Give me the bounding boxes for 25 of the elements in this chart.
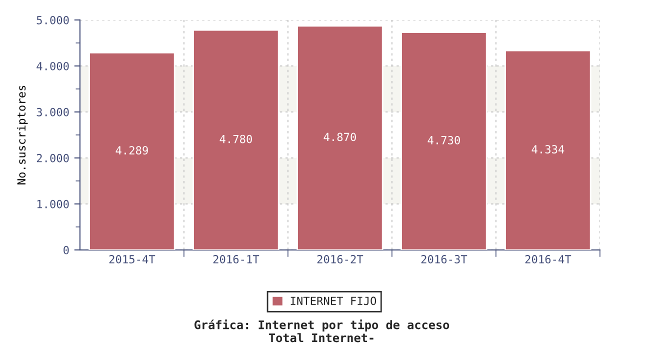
bar	[504, 50, 592, 250]
bar	[88, 52, 176, 250]
text: 4.870	[324, 132, 356, 142]
x-tick-label: 2016-3T	[421, 255, 468, 264]
x-tick-label: 2015-4T	[109, 255, 156, 264]
text: Gráfica: Internet por tipo de acceso	[194, 319, 450, 332]
x-tick-label: 2016-4T	[525, 255, 572, 264]
text: 4.334	[532, 145, 564, 154]
bar	[192, 29, 280, 250]
y-tick-label: 4.000	[36, 62, 69, 70]
y-axis-title: No.suscriptores	[17, 86, 28, 184]
legend-label: INTERNET FIJO	[290, 296, 376, 306]
y-tick-label: 1.000	[37, 200, 69, 208]
y-tick-label: 0	[64, 246, 69, 254]
text: 4.289	[116, 146, 148, 155]
text: 4.780	[220, 134, 252, 144]
y-tick-label: 5.000	[36, 16, 69, 24]
text: 4.730	[428, 136, 460, 144]
bar	[296, 25, 384, 250]
text: Total Internet-	[268, 333, 374, 342]
bar	[400, 32, 488, 250]
y-tick-label: 3.000	[36, 108, 69, 116]
x-tick-label: 2016-2T	[317, 255, 364, 264]
x-tick-label: 2016-1T	[213, 255, 260, 264]
y-tick-label: 2.000	[36, 154, 69, 162]
